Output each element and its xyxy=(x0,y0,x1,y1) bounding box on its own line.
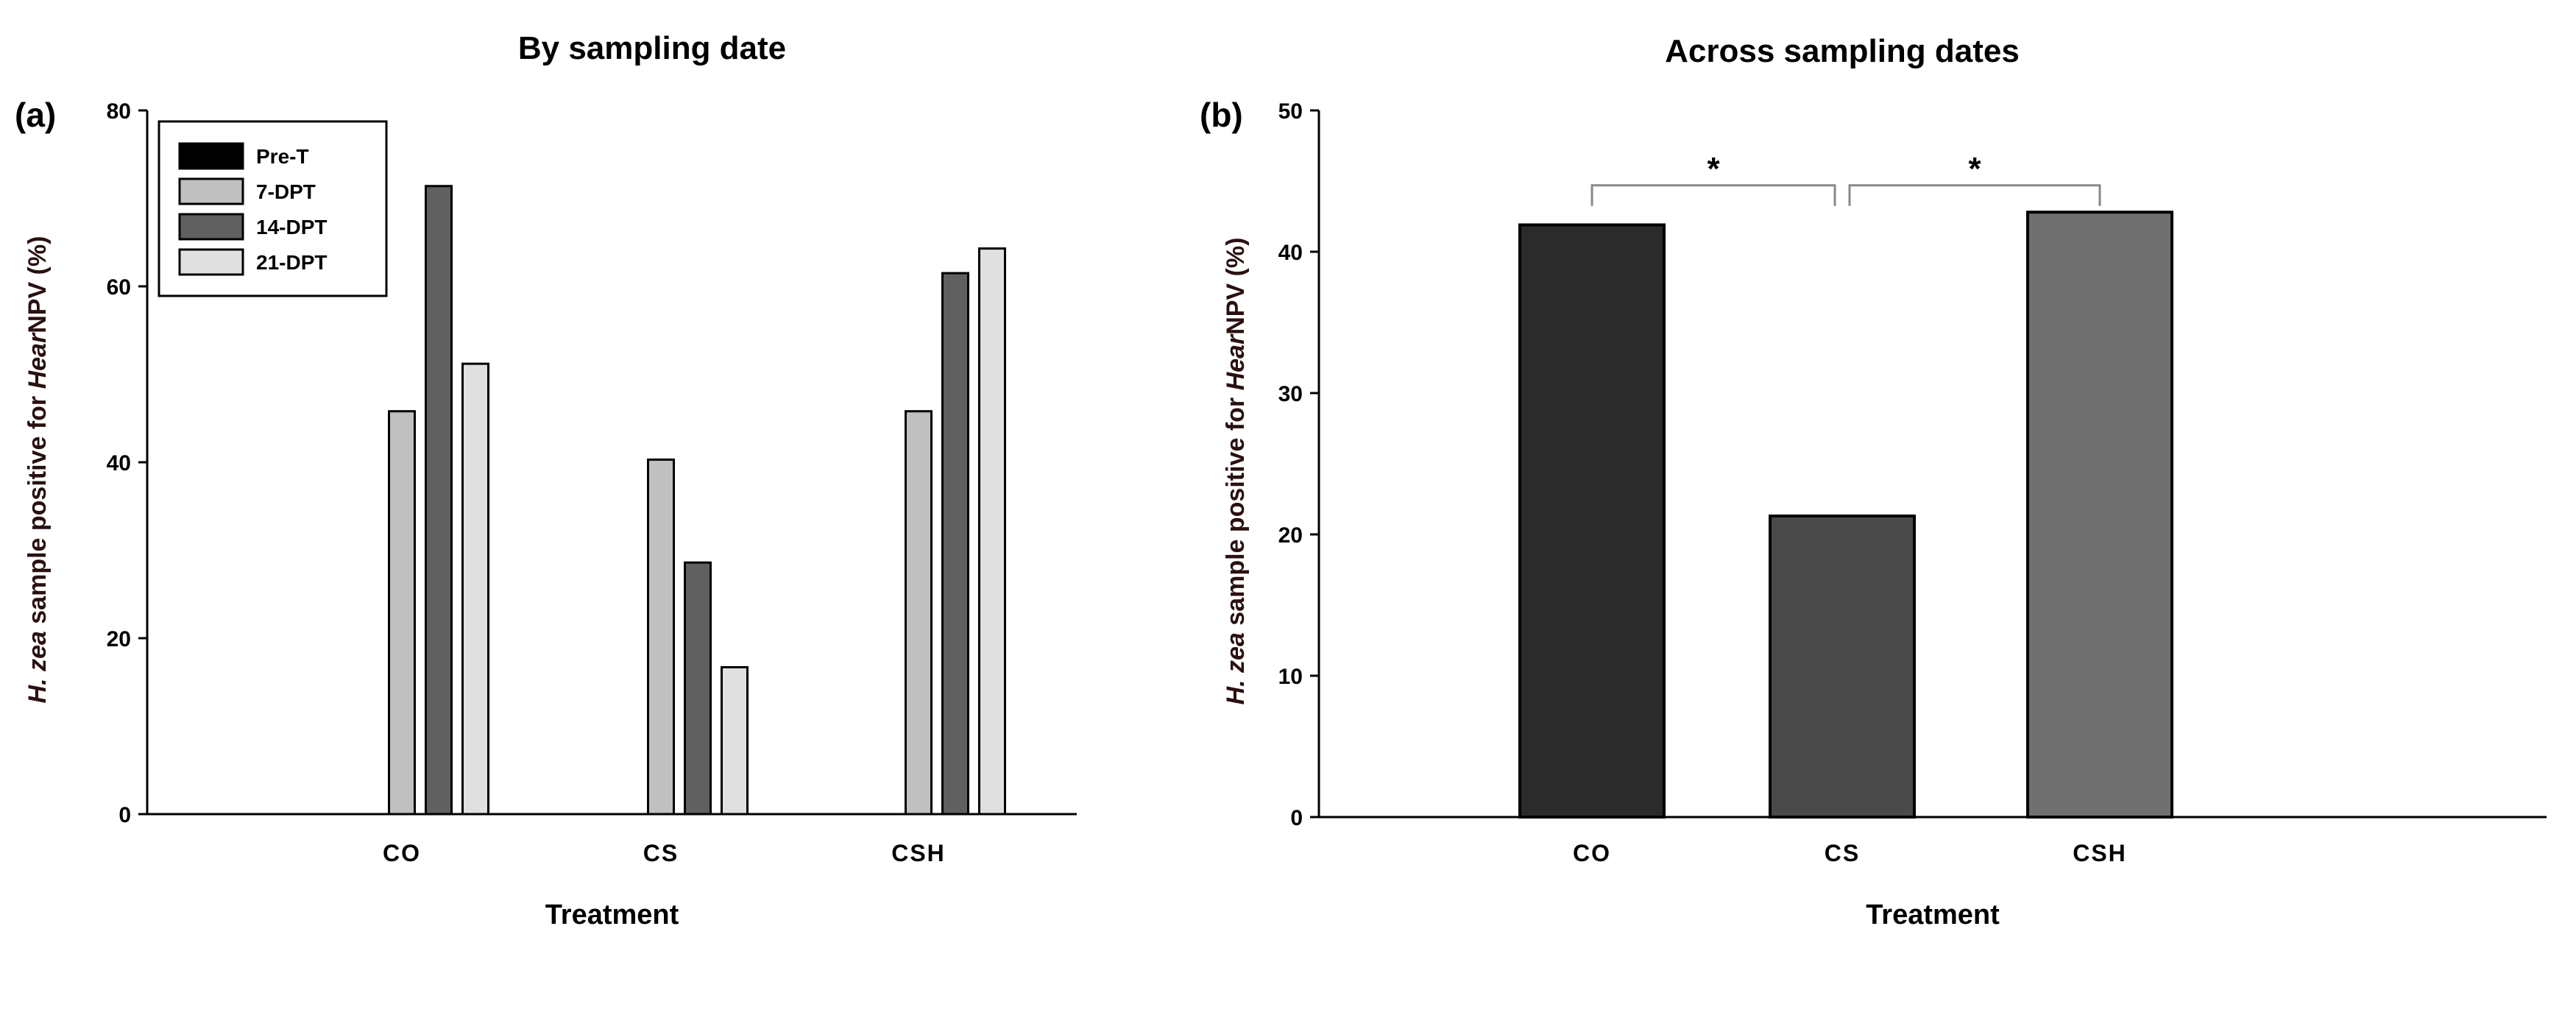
y-tick-label: 40 xyxy=(1278,241,1303,265)
legend-swatch xyxy=(178,177,244,205)
legend: Pre-T 7-DPT 14-DPT 21-DPT xyxy=(158,120,388,297)
y-tick-label: 20 xyxy=(107,627,131,651)
bar-21-dpt-co xyxy=(461,362,489,816)
y-axis-title-part: sample positive for xyxy=(24,389,52,631)
y-axis-title-part: NPV (%) xyxy=(24,236,52,333)
y-axis-title-part: Hear xyxy=(1222,333,1250,390)
y-axis-title-part: sample positive for xyxy=(1222,390,1250,632)
y-axis-title: H. zea sample positive for HearNPV (%) xyxy=(1222,238,1250,705)
bar-csh xyxy=(2026,211,2173,819)
x-tick-label: CO xyxy=(1573,840,1611,866)
x-tick-label: CSH xyxy=(2073,840,2127,866)
y-axis-title-part: NPV (%) xyxy=(1222,238,1250,335)
legend-swatch xyxy=(178,142,244,170)
y-tick-label: 0 xyxy=(118,803,131,827)
bar-7-dpt-co xyxy=(388,410,416,816)
y-tick-label: 80 xyxy=(107,99,131,124)
y-axis-title-part: H. zea xyxy=(24,631,52,703)
panel-label: (b) xyxy=(1200,96,1243,134)
y-tick-label: 0 xyxy=(1290,806,1303,830)
legend-label: 21-DPT xyxy=(256,251,327,274)
y-tick-label: 20 xyxy=(1278,523,1303,548)
significance-bracket xyxy=(1848,184,2101,206)
x-tick-label: CS xyxy=(1825,840,1860,866)
y-axis-title-part: Hear xyxy=(24,332,52,389)
bar-14-dpt-cs xyxy=(684,561,712,816)
chart-panel-b: Across sampling dates (b) 0 10 20 30 40 50 CO CS C… xyxy=(1200,33,2547,930)
x-axis-title: Treatment xyxy=(1866,900,2000,930)
bar-7-dpt-csh xyxy=(905,410,933,816)
bar-co xyxy=(1518,223,1666,819)
bar-cs xyxy=(1769,515,1916,819)
y-tick-label: 30 xyxy=(1278,382,1303,406)
legend-swatch xyxy=(178,213,244,241)
chart-title: Across sampling dates xyxy=(1665,33,2020,69)
y-tick-label: 50 xyxy=(1278,99,1303,124)
chart-panel-a: By sampling date (a) 0 20 40 60 80 CO CS CSH Treat… xyxy=(15,30,1077,930)
significance-marker: * xyxy=(1707,151,1720,187)
x-tick-label: CSH xyxy=(891,840,946,866)
panel-label: (a) xyxy=(15,96,56,134)
legend-label: 7-DPT xyxy=(256,180,316,203)
bar-21-dpt-cs xyxy=(721,665,749,816)
chart-title: By sampling date xyxy=(518,30,786,66)
legend-swatch xyxy=(178,248,244,276)
x-axis-title: Treatment xyxy=(545,900,679,930)
x-tick-label: CO xyxy=(383,840,421,866)
y-tick-label: 40 xyxy=(107,451,131,476)
significance-marker: * xyxy=(1968,151,1981,187)
bar-14-dpt-co xyxy=(425,185,453,816)
bar-14-dpt-csh xyxy=(941,272,969,816)
x-tick-label: CS xyxy=(643,840,679,866)
y-axis-title-part: H. zea xyxy=(1222,632,1250,704)
significance-bracket xyxy=(1590,184,1836,206)
bar-21-dpt-csh xyxy=(978,247,1006,816)
legend-label: Pre-T xyxy=(256,145,309,168)
y-tick-label: 10 xyxy=(1278,665,1303,689)
y-axis-title: H. zea sample positive for HearNPV (%) xyxy=(24,236,52,704)
bar-7-dpt-cs xyxy=(647,458,675,816)
legend-label: 14-DPT xyxy=(256,216,327,238)
y-tick-label: 60 xyxy=(107,275,131,300)
